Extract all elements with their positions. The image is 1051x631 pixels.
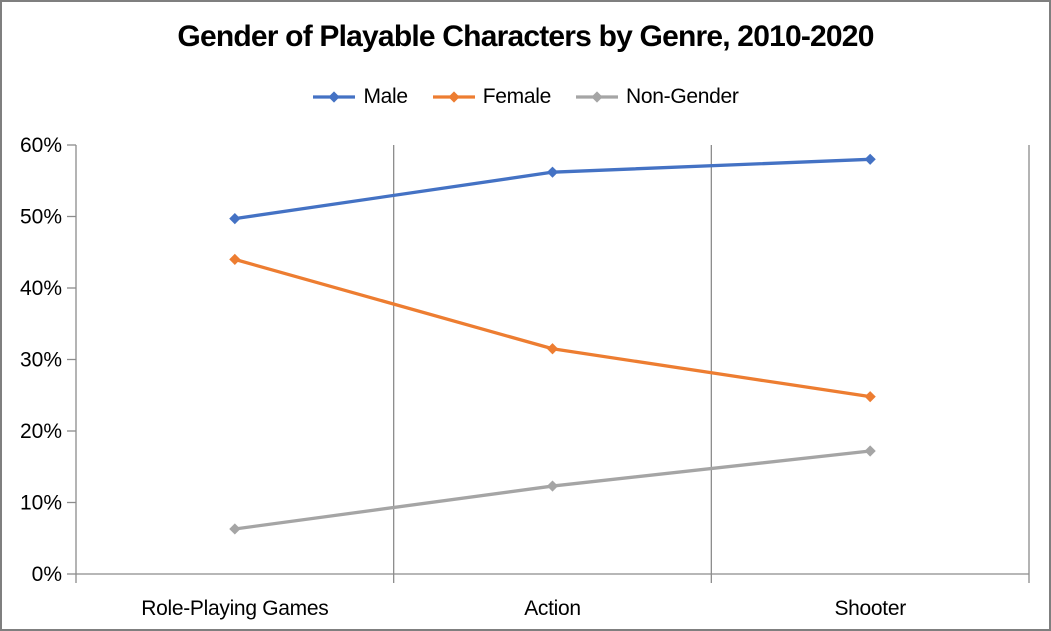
svg-text:30%: 30% (20, 349, 62, 372)
y-axis-ticks-and-labels: 0% 10% 20% 30% 40% 50% 60% (20, 134, 76, 586)
svg-text:40%: 40% (20, 277, 62, 300)
data-point-male-action (546, 166, 559, 178)
data-point-female-shooter (864, 391, 876, 403)
svg-text:60%: 60% (20, 134, 62, 157)
chart-title: Gender of Playable Characters by Genre, … (177, 20, 874, 53)
data-point-non-gender-shooter (864, 445, 876, 457)
svg-text:20%: 20% (20, 420, 62, 443)
svg-text:0%: 0% (32, 563, 62, 586)
legend-item-non-gender: Non-Gender (575, 85, 739, 109)
legend-marker-non-gender-icon (576, 91, 618, 103)
legend-marker-female-icon (432, 91, 475, 103)
series-female (229, 253, 876, 403)
series-non-gender (229, 445, 876, 535)
data-point-female-role-playing-games (229, 253, 241, 265)
legend: Male Female Non-Gender (2, 85, 1049, 109)
x-axis-ticks-and-labels: Role-Playing Games Action Shooter (75, 574, 1030, 620)
series-male (229, 153, 876, 225)
legend-label-female: Female (482, 85, 552, 108)
data-point-female-action (546, 343, 559, 355)
data-point-non-gender-role-playing-games (229, 523, 241, 535)
svg-text:10%: 10% (20, 492, 62, 515)
category-label-shooter: Shooter (834, 597, 906, 620)
category-label-role-playing-games: Role-Playing Games (141, 597, 328, 620)
data-point-non-gender-action (546, 480, 559, 492)
svg-text:50%: 50% (20, 206, 62, 229)
legend-label-male: Male (363, 85, 408, 108)
category-label-action: Action (524, 597, 581, 620)
axes (75, 145, 1029, 575)
data-point-male-role-playing-games (229, 213, 241, 225)
data-point-male-shooter (864, 153, 876, 165)
legend-marker-male-icon (313, 91, 356, 103)
legend-label-non-gender: Non-Gender (626, 85, 739, 108)
legend-item-male: Male (312, 85, 408, 109)
legend-item-female: Female (432, 85, 551, 109)
category-gridlines (393, 145, 1030, 574)
